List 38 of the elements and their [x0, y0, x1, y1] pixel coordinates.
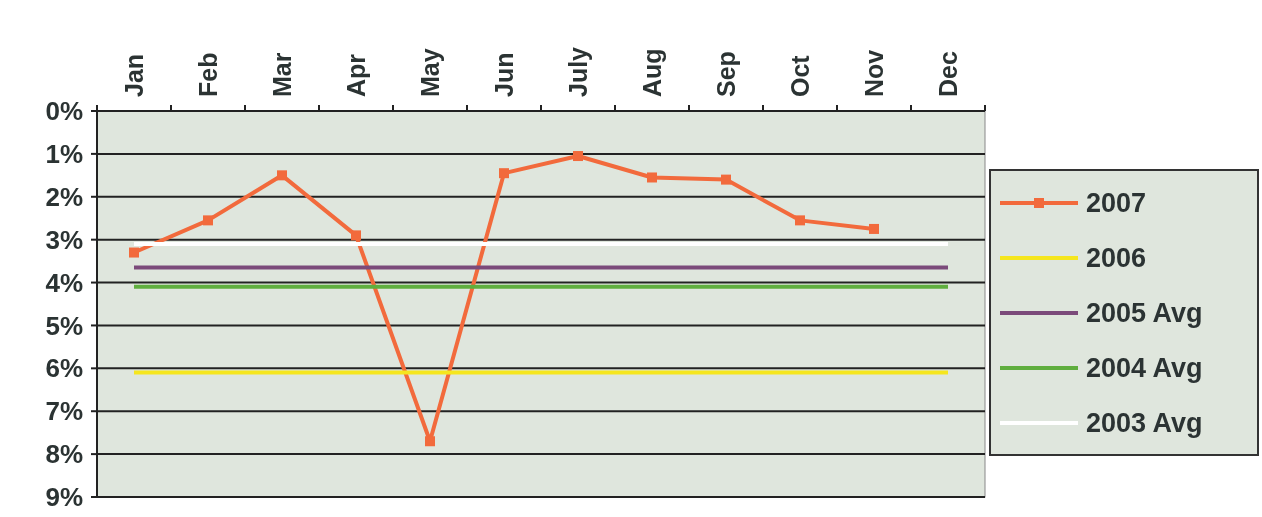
x-tick-label: July	[563, 46, 592, 97]
y-tick-label: 5%	[45, 310, 83, 341]
y-tick-label: 6%	[45, 353, 83, 384]
x-tick-label: Nov	[859, 49, 888, 97]
x-tick-label: May	[415, 48, 444, 97]
legend-label: 2004 Avg	[1086, 353, 1203, 384]
legend-label: 2007	[1086, 188, 1147, 219]
point	[499, 168, 509, 179]
point	[425, 436, 435, 447]
y-tick-label: 2%	[45, 181, 83, 212]
x-tick-label: Dec	[933, 51, 962, 97]
legend-label: 2006	[1086, 243, 1147, 274]
point	[573, 151, 583, 162]
y-tick-label: 1%	[45, 138, 83, 169]
x-tick-label: Jan	[119, 53, 148, 97]
x-tick-label: Aug	[637, 48, 666, 97]
legend-label: 2005 Avg	[1086, 298, 1203, 329]
y-tick-label: 0%	[45, 96, 83, 127]
point	[129, 247, 139, 258]
point	[351, 230, 361, 241]
point	[795, 215, 805, 226]
point	[721, 174, 731, 185]
x-tick-label: Apr	[341, 53, 370, 97]
x-tick-label: Sep	[711, 51, 740, 97]
y-tick-label: 4%	[45, 267, 83, 298]
point	[869, 223, 879, 234]
y-tick-label: 3%	[45, 224, 83, 255]
point	[203, 215, 213, 226]
point	[277, 170, 287, 181]
x-tick-label: Mar	[267, 52, 296, 97]
y-tick-label: 8%	[45, 439, 83, 470]
legend-label: 2003 Avg	[1086, 408, 1203, 439]
x-tick-label: Feb	[193, 52, 222, 97]
y-tick-label: 9%	[45, 482, 83, 513]
x-tick-label: Jun	[489, 52, 518, 97]
x-tick-label: Oct	[785, 54, 814, 97]
point	[647, 172, 657, 183]
y-tick-label: 7%	[45, 396, 83, 427]
